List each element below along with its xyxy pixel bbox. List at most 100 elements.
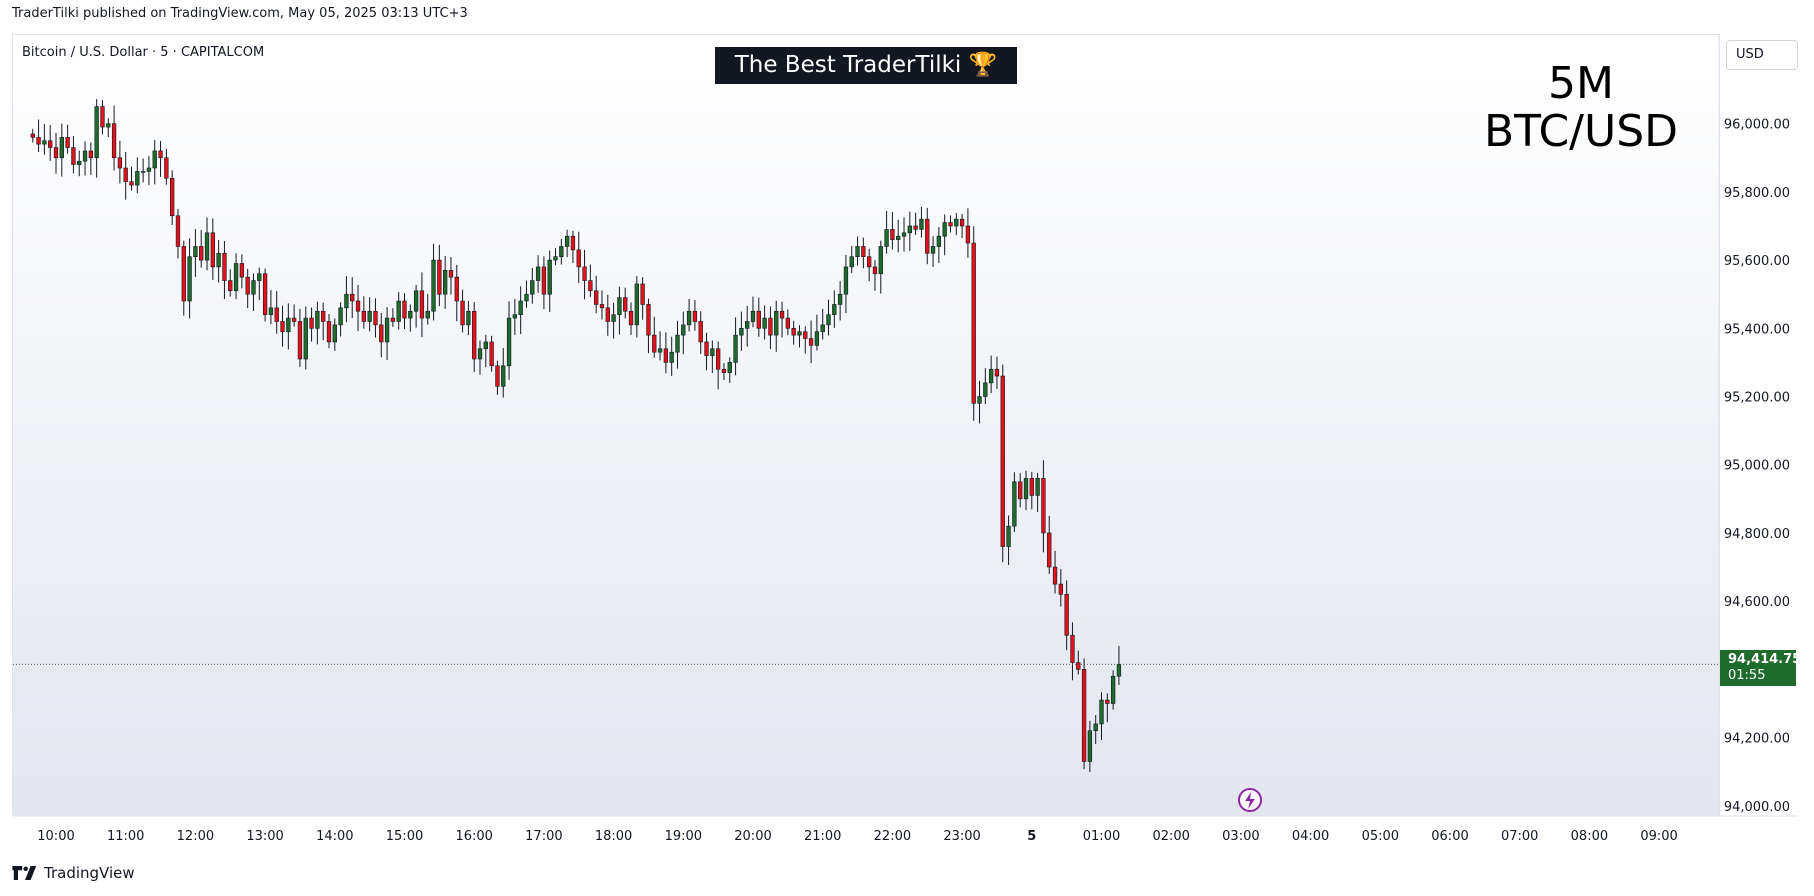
candle-body: [442, 270, 448, 295]
candle-body: [721, 368, 727, 373]
candle-body: [36, 137, 41, 145]
banner-title: The Best TraderTilki 🏆: [715, 47, 1017, 84]
candle-body: [291, 317, 297, 322]
candle-body: [210, 232, 215, 268]
candle-body: [187, 256, 192, 302]
candle-body: [1012, 481, 1017, 527]
candle-body: [408, 310, 413, 319]
candle-body: [1052, 566, 1058, 585]
candle-body: [675, 334, 680, 353]
lightning-icon[interactable]: [1238, 788, 1262, 812]
candle-body: [106, 123, 111, 128]
candle-body: [425, 310, 430, 319]
candle-body: [686, 310, 692, 326]
candle-body: [774, 310, 779, 336]
y-tick-label: 95,800.00: [1724, 186, 1790, 201]
candle-body: [402, 300, 407, 319]
candle-body: [1023, 478, 1029, 500]
candle-body: [321, 310, 326, 322]
candle-body: [152, 150, 157, 169]
plot-background: [13, 35, 1719, 816]
candle-body: [437, 259, 442, 295]
candle-body: [280, 321, 285, 333]
candle-body: [146, 167, 152, 172]
candle-body: [1110, 675, 1116, 704]
candle-body: [541, 266, 547, 295]
candle-body: [413, 290, 419, 312]
candle-body: [181, 246, 186, 302]
candle-body: [652, 334, 657, 353]
currency-button[interactable]: USD: [1726, 40, 1798, 70]
candle-body: [564, 235, 570, 247]
candle-body: [466, 310, 471, 326]
candle-body: [715, 348, 721, 370]
candle-body: [1076, 662, 1081, 670]
candle-body: [1000, 375, 1005, 547]
x-tick-label: 08:00: [1571, 829, 1608, 844]
y-tick-label: 94,200.00: [1724, 732, 1790, 747]
candle-body: [1041, 478, 1046, 534]
candle-body: [535, 266, 541, 281]
x-tick-label: 20:00: [734, 829, 771, 844]
candle-body: [1018, 481, 1023, 500]
candle-body: [791, 328, 796, 336]
candle-body: [170, 177, 175, 217]
candle-body: [611, 314, 616, 322]
candle-body: [355, 300, 361, 312]
candle-body: [82, 150, 88, 162]
candle-body: [832, 304, 837, 315]
candle-body: [547, 259, 552, 295]
candle-body: [826, 314, 831, 326]
candle-body: [199, 246, 204, 261]
candle-body: [855, 246, 860, 257]
candle-body: [454, 276, 459, 302]
candle-body: [100, 106, 105, 128]
candle-body: [634, 283, 639, 326]
candle-body: [965, 225, 971, 244]
candle-body: [495, 365, 500, 387]
candle-body: [1064, 594, 1069, 636]
candle-body: [129, 181, 134, 186]
candle-body: [448, 270, 454, 278]
x-tick-label: 15:00: [386, 829, 423, 844]
candle-body: [123, 167, 128, 182]
tradingview-footer[interactable]: TradingView: [12, 864, 135, 882]
candle-body: [983, 382, 988, 397]
y-tick-label: 95,400.00: [1724, 322, 1790, 337]
candle-body: [48, 140, 53, 148]
candle-body: [373, 310, 378, 326]
candle-body: [367, 310, 372, 322]
candle-body: [727, 362, 732, 373]
candle-body: [268, 307, 274, 315]
candle-body: [1058, 583, 1064, 595]
x-tick-label: 06:00: [1431, 829, 1468, 844]
candle-body: [512, 314, 518, 319]
candle-body: [843, 266, 849, 295]
candle-body: [59, 137, 64, 159]
x-tick-label: 21:00: [804, 829, 841, 844]
published-line: TraderTilki published on TradingView.com…: [12, 6, 468, 21]
y-tick-label: 94,000.00: [1724, 800, 1790, 815]
candle-body: [257, 273, 262, 281]
candle-body: [878, 246, 883, 275]
x-tick-label: 17:00: [525, 829, 562, 844]
candle-body: [605, 307, 610, 322]
candle-body: [1035, 478, 1040, 496]
candle-body: [779, 310, 785, 319]
x-tick-label: 05:00: [1362, 829, 1399, 844]
last-price-value: 94,414.75: [1728, 652, 1802, 667]
candle-body: [803, 331, 808, 339]
tradingview-logo-icon: [12, 866, 37, 880]
candle-body: [88, 150, 94, 159]
x-tick-label: 02:00: [1152, 829, 1189, 844]
candle-body: [1081, 669, 1087, 762]
candle-body: [640, 283, 645, 305]
candle-body: [594, 290, 599, 305]
candle-body: [785, 317, 791, 329]
candle-body: [135, 171, 140, 186]
candle-body: [669, 351, 674, 363]
x-tick-label: 12:00: [177, 829, 214, 844]
candle-body: [739, 328, 744, 336]
candle-body: [1029, 478, 1034, 496]
